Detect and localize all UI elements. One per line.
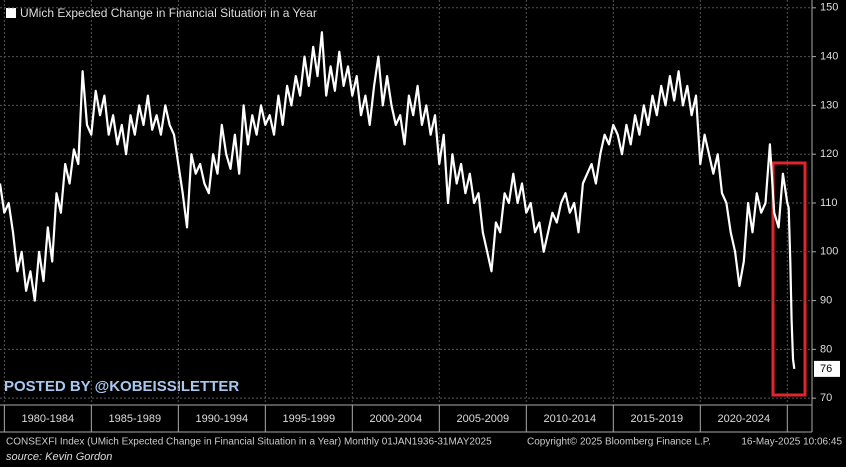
last-value-label: 76 [820,363,832,375]
source: source: Kevin Gordon [6,451,112,463]
y-tick-label: 70 [820,392,832,404]
y-tick-label: 150 [820,2,838,14]
watermark: POSTED BY @KOBEISSILETTER [4,378,239,395]
highlight-box [771,161,807,397]
y-tick-label: 80 [820,343,832,355]
y-tick-label: 100 [820,246,838,258]
footer-left: CONSEXFI Index (UMich Expected Change in… [6,437,492,448]
x-period-label: 1980-1984 [22,413,75,425]
footer-right: 16-May-2025 10:06:45 [741,437,842,448]
footer-center: Copyright© 2025 Bloomberg Finance L.P. [527,437,711,448]
x-period-label: 2010-2014 [544,413,597,425]
y-tick-label: 140 [820,51,838,63]
x-period-label: 1990-1994 [196,413,249,425]
legend-label: UMich Expected Change in Financial Situa… [20,6,317,20]
x-period-label: 2015-2019 [630,413,683,425]
x-period-label: 2020-2024 [717,413,770,425]
data-line [0,31,796,370]
x-period-label: 2000-2004 [370,413,423,425]
y-tick-label: 110 [820,197,838,209]
y-tick-label: 120 [820,148,838,160]
legend-swatch [6,8,16,18]
x-period-label: 2005-2009 [457,413,510,425]
y-tick-label: 90 [820,294,832,306]
y-tick-label: 130 [820,99,838,111]
x-period-label: 1985-1989 [109,413,162,425]
x-period-label: 1995-1999 [283,413,336,425]
last-value-box [814,360,840,377]
